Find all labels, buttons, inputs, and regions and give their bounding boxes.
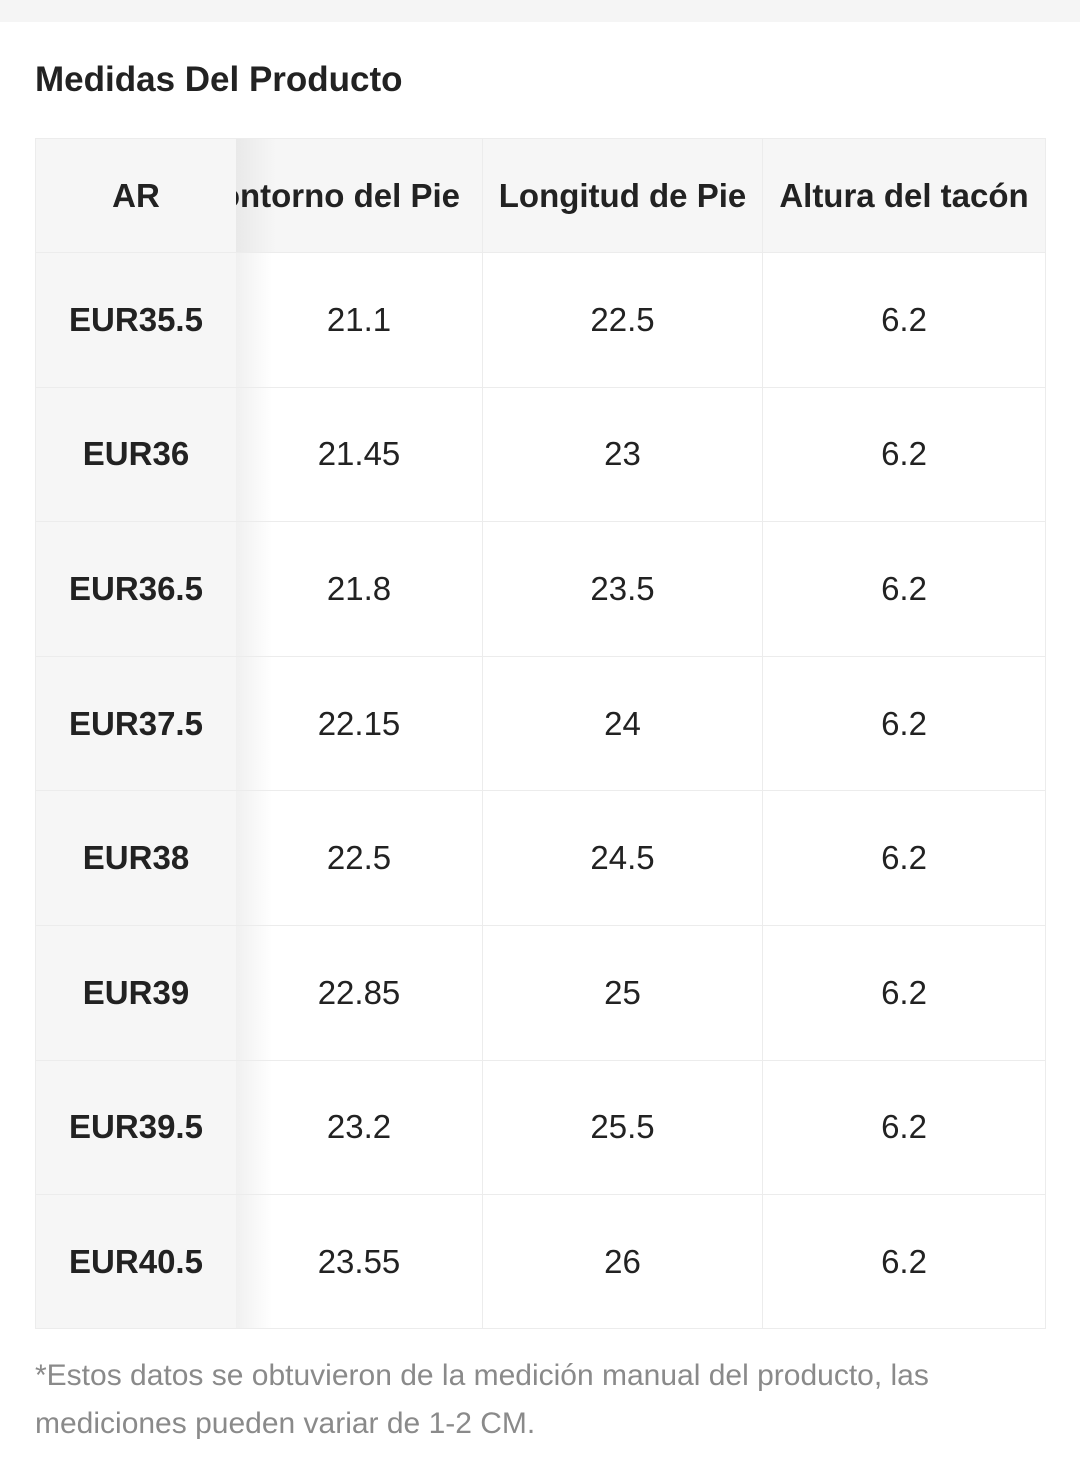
table-row: EUR35.5 21.1 22.5 6.2: [36, 252, 1045, 387]
size-cell: EUR39: [36, 925, 236, 1060]
size-cell: EUR36.5: [36, 522, 236, 656]
header-cell-foot-length: Longitud de Pie: [482, 139, 762, 252]
size-cell: EUR40.5: [36, 1195, 236, 1328]
foot-length-cell: 25.5: [482, 1060, 762, 1195]
foot-contour-cell: 21.8: [236, 522, 482, 656]
table-row: EUR40.5 23.55 26 6.2: [36, 1194, 1045, 1328]
foot-contour-cell: 23.55: [236, 1195, 482, 1328]
heel-height-cell: 6.2: [762, 522, 1045, 656]
foot-length-cell: 22.5: [482, 253, 762, 387]
heel-height-cell: 6.2: [762, 925, 1045, 1060]
header-cell-foot-contour: ontorno del Pie: [236, 139, 482, 252]
foot-length-cell: 26: [482, 1195, 762, 1328]
table-row: EUR37.5 22.15 24 6.2: [36, 655, 1045, 791]
table-header-row: AR ontorno del Pie Longitud de Pie Altur…: [36, 139, 1045, 252]
foot-length-cell: 23: [482, 387, 762, 522]
heel-height-cell: 6.2: [762, 1195, 1045, 1328]
heel-height-cell: 6.2: [762, 1060, 1045, 1195]
table-row: EUR38 22.5 24.5 6.2: [36, 790, 1045, 925]
foot-contour-cell: 21.1: [236, 253, 482, 387]
foot-contour-cell: 22.5: [236, 791, 482, 925]
table-row: EUR36 21.45 23 6.2: [36, 386, 1045, 522]
header-cell-size: AR: [36, 139, 236, 252]
size-cell: EUR37.5: [36, 656, 236, 791]
heel-height-cell: 6.2: [762, 656, 1045, 791]
size-cell: EUR39.5: [36, 1060, 236, 1195]
table-row: EUR39.5 23.2 25.5 6.2: [36, 1059, 1045, 1195]
top-divider-strip: [0, 0, 1080, 22]
page-title: Medidas Del Producto: [35, 60, 403, 99]
heel-height-cell: 6.2: [762, 387, 1045, 522]
foot-contour-cell: 23.2: [236, 1060, 482, 1195]
foot-length-cell: 25: [482, 925, 762, 1060]
heel-height-cell: 6.2: [762, 253, 1045, 387]
foot-length-cell: 24: [482, 656, 762, 791]
foot-contour-cell: 21.45: [236, 387, 482, 522]
size-cell: EUR38: [36, 791, 236, 925]
foot-length-cell: 23.5: [482, 522, 762, 656]
foot-contour-cell: 22.15: [236, 656, 482, 791]
size-cell: EUR36: [36, 387, 236, 522]
foot-length-cell: 24.5: [482, 791, 762, 925]
measurement-footnote: *Estos datos se obtuvieron de la medició…: [35, 1359, 929, 1440]
size-cell: EUR35.5: [36, 253, 236, 387]
size-table[interactable]: AR ontorno del Pie Longitud de Pie Altur…: [35, 138, 1046, 1329]
table-row: EUR39 22.85 25 6.2: [36, 924, 1045, 1060]
header-cell-heel-height: Altura del tacón: [762, 139, 1045, 252]
foot-contour-cell: 22.85: [236, 925, 482, 1060]
heel-height-cell: 6.2: [762, 791, 1045, 925]
table-row: EUR36.5 21.8 23.5 6.2: [36, 521, 1045, 656]
